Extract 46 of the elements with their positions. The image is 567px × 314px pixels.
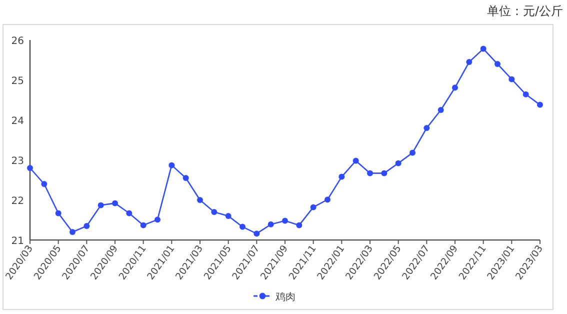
point xyxy=(480,46,486,52)
y-tick-label: 21 xyxy=(11,236,24,247)
point xyxy=(70,229,76,235)
point xyxy=(537,102,543,108)
point xyxy=(324,196,330,203)
point xyxy=(438,107,444,113)
point xyxy=(197,197,203,203)
point xyxy=(98,202,104,208)
point xyxy=(367,170,373,176)
point xyxy=(112,200,118,206)
point xyxy=(352,158,359,164)
legend: 鸡肉 xyxy=(254,292,296,303)
point xyxy=(282,218,288,224)
point xyxy=(310,204,316,210)
point xyxy=(494,61,500,67)
point xyxy=(522,91,529,98)
y-tick-label: 24 xyxy=(11,116,24,127)
legend-label: 鸡肉 xyxy=(274,292,296,303)
y-tick-label: 22 xyxy=(11,196,24,207)
y-axis-title: 单位：元/公斤 xyxy=(486,4,563,18)
point xyxy=(268,221,274,228)
point xyxy=(211,209,218,215)
point xyxy=(27,165,33,171)
point xyxy=(452,84,458,91)
point xyxy=(55,210,62,216)
point xyxy=(296,222,302,228)
point xyxy=(41,181,48,187)
point xyxy=(254,230,260,237)
point xyxy=(410,150,416,156)
point xyxy=(140,222,146,228)
point xyxy=(381,170,388,176)
y-tick-label: 23 xyxy=(11,156,24,167)
point xyxy=(126,210,132,216)
y-tick-label: 26 xyxy=(11,36,24,47)
point xyxy=(508,76,515,82)
point xyxy=(225,213,232,219)
point xyxy=(338,174,345,180)
point xyxy=(240,224,246,230)
y-tick-label: 25 xyxy=(11,76,24,87)
point xyxy=(466,59,472,65)
point xyxy=(154,216,160,223)
point xyxy=(182,175,189,181)
point xyxy=(168,162,175,168)
point xyxy=(84,223,90,229)
point xyxy=(424,125,430,131)
point xyxy=(395,160,402,166)
